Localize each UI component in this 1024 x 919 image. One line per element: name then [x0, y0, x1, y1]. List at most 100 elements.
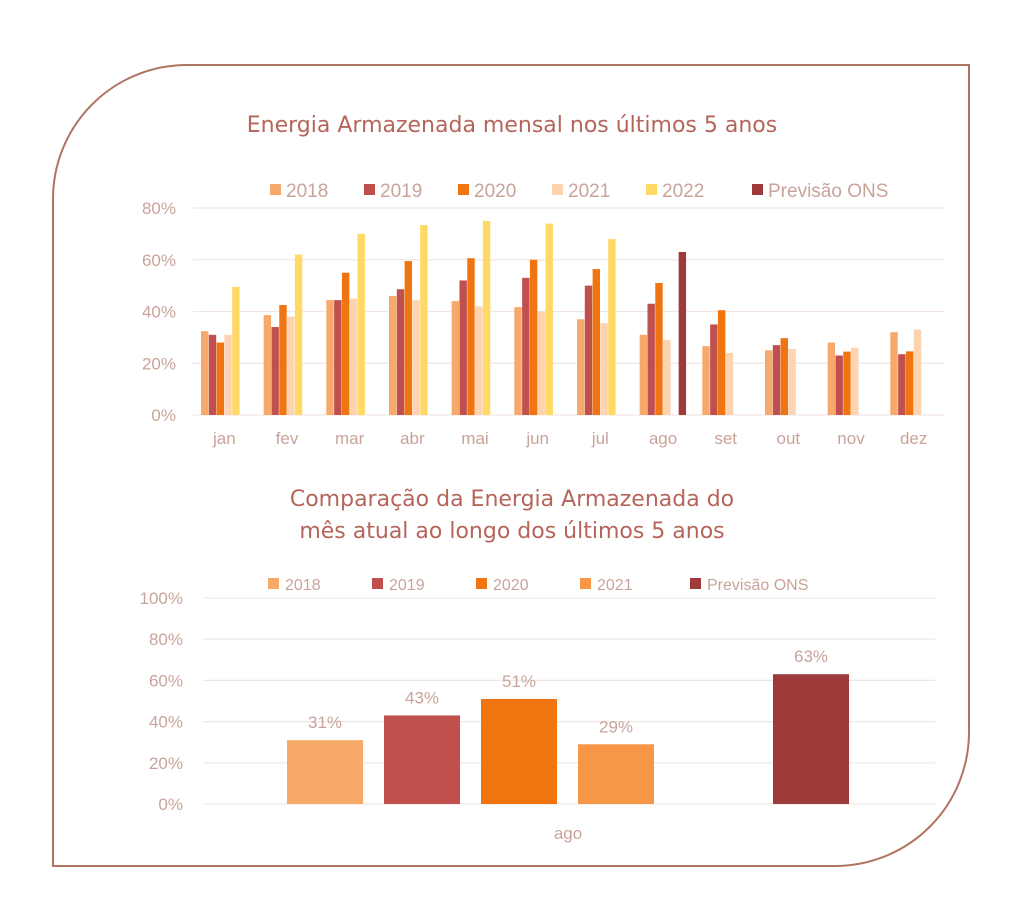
chart2-legend-label: 2018: [285, 577, 321, 594]
chart1-bar-2021-set: [725, 352, 734, 415]
chart1-bar-2022-jul: [608, 239, 616, 415]
chart2-title-line2: mês atual ao longo dos últimos 5 anos: [299, 519, 724, 544]
chart2-y-tick-label: 40%: [149, 713, 183, 732]
chart1-bar-2022-mar: [357, 233, 365, 415]
chart1-bar-2019-abr: [396, 289, 405, 415]
chart1-bar-2018-jun: [514, 307, 522, 415]
chart1-bar-2018-fev: [263, 315, 272, 415]
card-frame: [52, 64, 970, 867]
chart1-bar-2020-out: [780, 338, 788, 415]
chart1-bar-2021-nov: [851, 347, 859, 415]
chart1-bar-2019-dez: [898, 354, 906, 415]
chart1-x-tick-label: set: [714, 429, 737, 448]
chart1-gridlines: [193, 207, 945, 416]
chart1-legend-label: 2018: [286, 181, 328, 202]
chart1-x-tick-label: nov: [837, 429, 865, 448]
chart1-bar-2019-ago: [647, 303, 655, 415]
chart2-data-label-2018: 31%: [308, 713, 342, 732]
chart1-legend-label: Previsão ONS: [768, 181, 888, 202]
chart1-legend-label: 2020: [474, 181, 516, 202]
chart1-bar-2019-set: [710, 324, 718, 415]
chart1-bar-2019-mai: [459, 280, 467, 415]
chart1-bar-2021-abr: [412, 300, 420, 415]
chart1-legend-swatch: [552, 184, 563, 195]
chart2-data-labels: 31% 43% 51% 29% 63%: [308, 647, 828, 736]
chart2-data-label-previso-ons: 63%: [794, 647, 828, 666]
chart2-y-tick-label: 60%: [149, 671, 183, 690]
chart1-legend-label: 2022: [662, 181, 704, 202]
chart1-bar-2021-jan: [224, 334, 232, 415]
chart2-legend-label: 2019: [389, 577, 425, 594]
chart1-bar-2020-jul: [592, 269, 600, 415]
chart1-legend-swatch: [646, 184, 657, 195]
chart1-legend-swatch: [270, 184, 281, 195]
chart2-bar-previso-ons: [773, 674, 849, 804]
chart1-bar-2020-fev: [279, 305, 287, 415]
chart1-x-tick-label: mai: [461, 429, 488, 448]
chart1-x-tick-label: ago: [649, 429, 677, 448]
chart1-legend-swatch: [364, 184, 375, 195]
chart2-x-axis: ago: [554, 824, 582, 843]
chart1-title: Energia Armazenada mensal nos últimos 5 …: [247, 113, 777, 138]
chart1-x-tick-label: fev: [276, 429, 299, 448]
chart1-y-tick-label: 0%: [151, 406, 176, 425]
chart1-bar-2021-dez: [913, 329, 922, 415]
chart1-bar-2020-jan: [216, 342, 224, 415]
chart2-bar-2019: [384, 715, 460, 804]
chart1-bar-2021-out: [788, 349, 796, 415]
chart1-bar-2018-jul: [577, 319, 585, 415]
chart1-x-tick-label: dez: [900, 429, 927, 448]
chart2-y-tick-label: 0%: [158, 795, 183, 814]
chart2-data-label-2020: 51%: [502, 672, 536, 691]
chart2-legend: 2018 2019 2020 2021 Previsão ONS: [268, 577, 808, 594]
chart1-bar-2018-jan: [201, 331, 209, 415]
chart1-bar-2018-abr: [389, 295, 397, 415]
chart1-bar-2021-ago: [663, 339, 671, 415]
chart2-legend-swatch: [690, 578, 701, 589]
chart2-legend-swatch: [372, 578, 383, 589]
chart2-legend-swatch: [476, 578, 487, 589]
chart1-x-tick-label: abr: [400, 429, 425, 448]
chart1-bar-2022-jun: [545, 223, 553, 415]
chart1-bar-2020-set: [717, 310, 726, 415]
chart2-y-tick-label: 80%: [149, 630, 183, 649]
chart1-legend-swatch: [752, 184, 763, 195]
chart1-bar-2022-fev: [294, 254, 303, 415]
chart1-bar-2021-mai: [475, 306, 483, 415]
chart2-bar-2021: [578, 744, 654, 804]
chart1-bar-2018-nov: [827, 342, 836, 415]
chart1-bar-2020-mar: [341, 272, 350, 415]
chart2-legend-label: 2020: [493, 577, 529, 594]
chart1-bar-2021-jul: [600, 323, 608, 415]
chart1-bar-2018-mai: [451, 301, 460, 415]
chart1-bar-2021-jun: [537, 311, 546, 415]
chart2-y-axis: 0% 20% 40% 60% 80% 100%: [140, 589, 183, 814]
chart1-bar-2021-fev: [287, 316, 295, 415]
chart1-bar-2019-fev: [271, 327, 279, 415]
chart1-bar-previso-ons-ago: [678, 251, 687, 415]
chart1-x-tick-label: jun: [525, 429, 549, 448]
chart1-bar-2018-ago: [639, 334, 648, 415]
chart1-bar-2022-mai: [482, 220, 491, 415]
chart1-bar-2019-out: [772, 345, 781, 415]
chart2-x-tick-label: ago: [554, 824, 582, 843]
chart1-x-axis: jan fev mar abr mai jun jul ago set out nov dez: [212, 429, 927, 448]
chart2-legend-label: Previsão ONS: [707, 577, 808, 594]
chart2-legend-label: 2021: [597, 577, 633, 594]
chart1-x-tick-label: jul: [591, 429, 609, 448]
chart2-bars: [287, 674, 849, 804]
chart2-title-line1: Comparação da Energia Armazenada do: [290, 487, 734, 512]
chart1-bar-2020-dez: [905, 351, 914, 415]
chart1-x-tick-label: jan: [212, 429, 236, 448]
chart2-legend-swatch: [268, 578, 279, 589]
chart1-bar-2020-abr: [404, 261, 412, 415]
chart1-x-tick-label: out: [777, 429, 801, 448]
chart2-y-tick-label: 20%: [149, 754, 183, 773]
chart1-bar-2020-mai: [467, 258, 475, 415]
chart1-bar-2019-jun: [522, 277, 530, 415]
chart1-bar-2019-jul: [584, 285, 593, 415]
chart1-bar-2022-abr: [420, 225, 428, 415]
chart2-legend-swatch: [580, 578, 591, 589]
chart1-legend-swatch: [458, 184, 469, 195]
